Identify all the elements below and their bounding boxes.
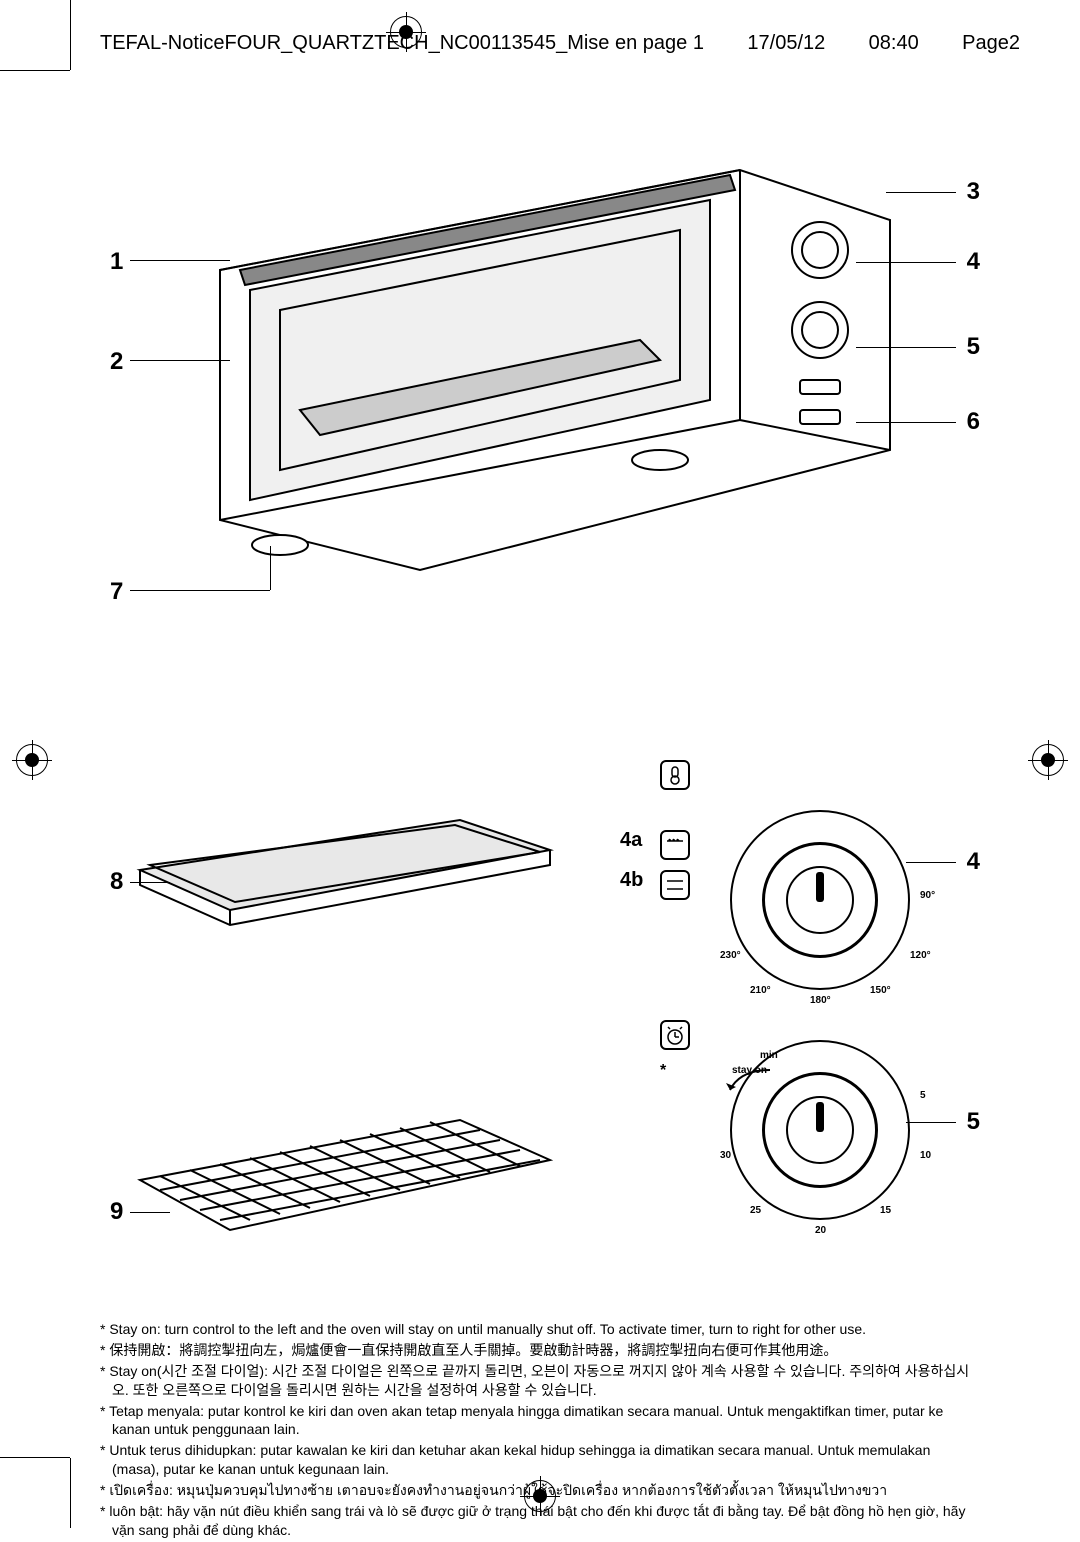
temp-120: 120° (910, 950, 931, 961)
callout-6: 6 (967, 410, 980, 434)
timer-30: 30 (720, 1150, 731, 1161)
callout-4-right: 4 (967, 850, 980, 874)
header-page: Page2 (962, 32, 1020, 55)
callout-5: 5 (967, 335, 980, 359)
oven-svg (100, 150, 980, 610)
registration-mark (1032, 744, 1064, 776)
crop-mark (70, 0, 71, 70)
callout-2: 2 (110, 350, 123, 374)
callout-line (130, 882, 170, 883)
stayon-arrow (720, 1065, 780, 1095)
page-header: TEFAL-NoticeFOUR_QUARTZTECH_NC00113545_M… (100, 32, 1020, 55)
callout-3: 3 (967, 180, 980, 204)
temp-180: 180° (810, 995, 831, 1006)
footnotes: * Stay on: turn control to the left and … (100, 1320, 980, 1542)
temp-90: 90° (920, 890, 935, 901)
timer-asterisk: * (660, 1062, 666, 1080)
footnote-zh: * 保持開啟：將調控掣扭向左，焗爐便會一直保持開啟直至人手關掉。要啟動計時器，將… (100, 1341, 980, 1360)
footnote-ms: * Untuk terus dihidupkan: putar kawalan … (100, 1441, 980, 1479)
temp-icon (660, 760, 690, 790)
callout-9: 9 (110, 1200, 123, 1224)
footnote-th: * เปิดเครื่อง: หมุนปุ่มควบคุมไปทางซ้าย เ… (100, 1481, 980, 1500)
callout-1: 1 (110, 250, 123, 274)
timer-25: 25 (750, 1205, 761, 1216)
callout-8: 8 (110, 870, 123, 894)
callout-line (130, 260, 230, 261)
timer-10: 10 (920, 1150, 931, 1161)
callout-line (856, 347, 956, 348)
crop-mark (0, 70, 70, 71)
callout-line (886, 192, 956, 193)
header-time: 08:40 (869, 32, 919, 55)
callout-7: 7 (110, 580, 123, 604)
dials-illustration: 4a 4b 90° 120° 150° 180° 210° 230° 4 min (620, 830, 980, 1290)
footnote-vi: * luôn bật: hãy vặn nút điều khiển sang … (100, 1502, 980, 1540)
rack-svg (100, 1110, 600, 1270)
oven-illustration: 1 2 7 3 4 5 6 (100, 150, 980, 610)
footnote-id: * Tetap menyala: putar kontrol ke kiri d… (100, 1402, 980, 1440)
temp-150: 150° (870, 985, 891, 996)
callout-4b: 4b (620, 870, 643, 890)
timer-20: 20 (815, 1225, 826, 1236)
temp-210: 210° (750, 985, 771, 996)
callout-4: 4 (967, 250, 980, 274)
crop-mark (70, 1458, 71, 1528)
header-date: 17/05/12 (747, 32, 825, 55)
callout-line (906, 1122, 956, 1123)
timer-5: 5 (920, 1090, 926, 1101)
temp-230: 230° (720, 950, 741, 961)
timer-min: min (760, 1050, 778, 1061)
tray-svg (100, 810, 600, 940)
callout-line (130, 1212, 170, 1213)
callout-line (130, 360, 230, 361)
clock-icon (660, 1020, 690, 1050)
mode-icon-a (660, 830, 690, 860)
timer-15: 15 (880, 1205, 891, 1216)
callout-line (906, 862, 956, 863)
page-content: 1 2 7 3 4 5 6 8 (100, 150, 980, 1468)
callout-line (270, 546, 271, 590)
registration-mark (16, 744, 48, 776)
callout-line (130, 590, 270, 591)
mode-icon-b (660, 870, 690, 900)
footnote-ko: * Stay on(시간 조절 다이얼): 시간 조절 다이얼은 왼쪽으로 끝까… (100, 1362, 980, 1400)
footnote-en: * Stay on: turn control to the left and … (100, 1320, 980, 1339)
callout-4a: 4a (620, 830, 642, 850)
callout-line (856, 262, 956, 263)
callout-5-right: 5 (967, 1110, 980, 1134)
callout-line (856, 422, 956, 423)
crop-mark (0, 1457, 70, 1458)
temperature-dial (730, 810, 910, 990)
header-filename: TEFAL-NoticeFOUR_QUARTZTECH_NC00113545_M… (100, 32, 704, 55)
